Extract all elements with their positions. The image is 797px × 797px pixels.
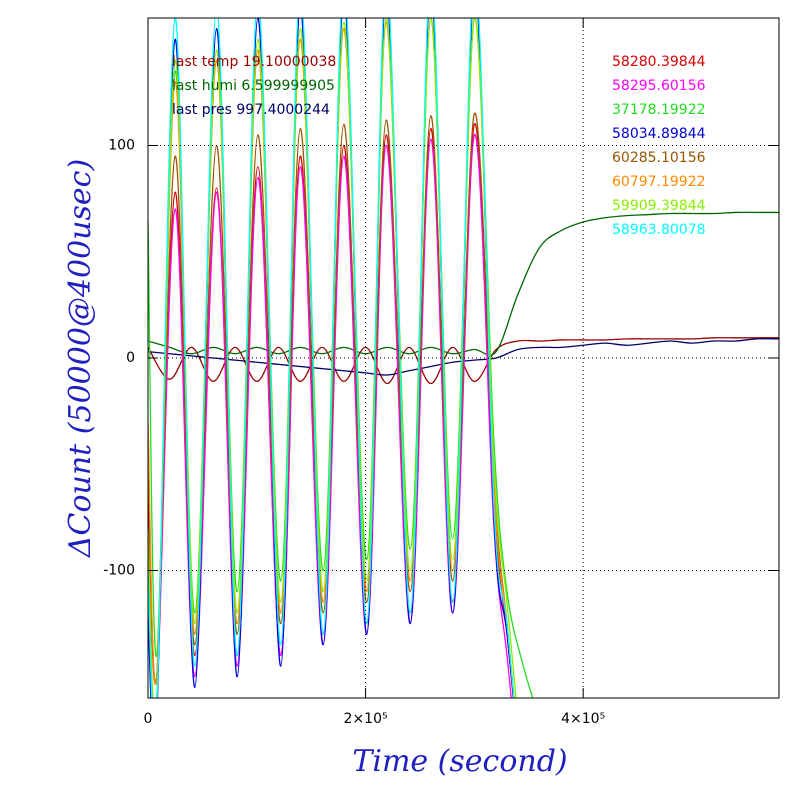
legend-entry: 59909.39844 [612, 198, 706, 214]
y-axis-label: ΔCount (50000@400usec) [63, 159, 98, 558]
legend-entry: last humi 6.599999905 [172, 78, 335, 94]
series-line [148, 18, 515, 698]
x-tick-label: 0 [144, 711, 153, 727]
x-axis-label: Time (second) [352, 744, 567, 779]
y-tick-label: 0 [126, 350, 135, 366]
plot-area [148, 18, 779, 698]
legend-entry: 60285.10156 [612, 150, 706, 166]
legend-entry: 37178.19922 [612, 102, 706, 118]
legend-entry: 58280.39844 [612, 54, 706, 70]
y-tick-label: -100 [103, 563, 135, 579]
legend-entry: 58034.89844 [612, 126, 706, 142]
legend-entry: last pres 997.4000244 [172, 102, 330, 118]
legend-entry: 60797.19922 [612, 174, 706, 190]
series-line [148, 134, 512, 698]
y-tick-label: 100 [108, 138, 135, 154]
x-tick-label: 4×10⁵ [561, 711, 605, 727]
legend-entry: 58295.60156 [612, 78, 706, 94]
legend-entry: last temp 19.10000038 [172, 54, 336, 70]
x-tick-label: 2×10⁵ [344, 711, 388, 727]
legend-entry: 58963.80078 [612, 222, 706, 238]
